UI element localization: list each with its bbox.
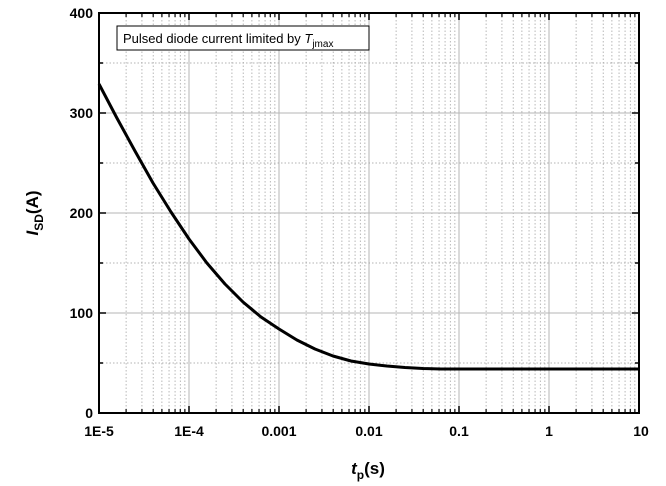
y-tick-label: 200 bbox=[70, 205, 94, 221]
y-axis-symbol: I bbox=[23, 230, 42, 236]
grid bbox=[99, 13, 639, 413]
x-axis-title: tp(s) bbox=[351, 459, 385, 482]
x-tick-label: 1E-5 bbox=[84, 423, 114, 439]
plot-frame bbox=[98, 12, 640, 414]
y-axis-unit: (A) bbox=[23, 190, 42, 214]
annotation-text: Pulsed diode current limited by Tjmax bbox=[123, 31, 333, 50]
y-tick-label: 400 bbox=[70, 5, 94, 21]
x-axis-unit: (s) bbox=[364, 459, 385, 478]
annotation-symbol: T bbox=[304, 31, 313, 46]
x-axis-symbol: t bbox=[351, 459, 358, 478]
x-tick-label: 0.01 bbox=[355, 423, 382, 439]
y-axis-title: ISD(A) bbox=[23, 190, 46, 235]
y-axis-subscript: SD bbox=[32, 214, 46, 231]
series-line bbox=[97, 83, 639, 371]
annotation-border bbox=[116, 25, 370, 51]
y-tick-label: 0 bbox=[85, 405, 93, 421]
x-tick-label: 0.1 bbox=[449, 423, 469, 439]
x-tick-label: 10 bbox=[633, 423, 649, 439]
x-axis-subscript: p bbox=[357, 468, 364, 482]
x-tick-label: 0.001 bbox=[261, 423, 296, 439]
annotation-subscript: jmax bbox=[311, 39, 333, 50]
annotation-label: Pulsed diode current limited by bbox=[123, 31, 304, 46]
x-tick-label: 1E-4 bbox=[174, 423, 204, 439]
y-tick-label: 100 bbox=[70, 305, 94, 321]
y-tick-label: 300 bbox=[70, 105, 94, 121]
x-tick-label: 1 bbox=[545, 423, 553, 439]
annotation-box: Pulsed diode current limited by Tjmax bbox=[116, 25, 370, 51]
